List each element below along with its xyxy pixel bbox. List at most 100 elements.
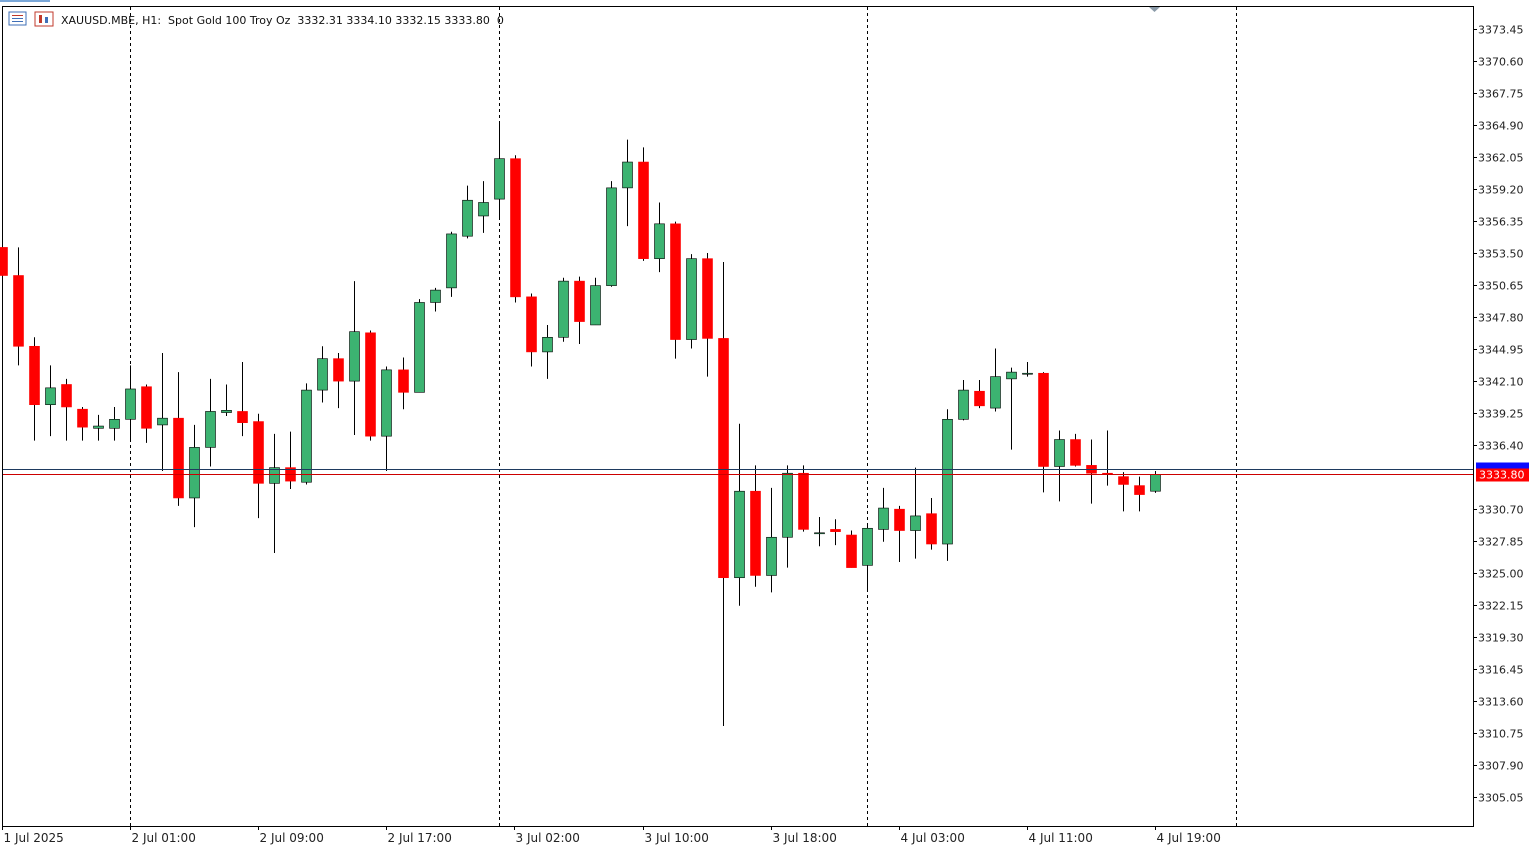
time-tick-label: 2 Jul 09:00	[260, 831, 324, 845]
price-tick-label: 3353.50	[1478, 248, 1524, 261]
candle-34	[542, 324, 553, 379]
candle-body-bull	[1054, 439, 1065, 467]
plot-frame	[2, 6, 1474, 827]
candle-body-bear	[846, 534, 857, 568]
bid-price-tag	[1476, 468, 1529, 482]
chart-shift-marker[interactable]	[1149, 7, 1160, 12]
candle-21	[333, 353, 344, 409]
price-tick-label: 3370.60	[1478, 56, 1524, 69]
price-tick-label: 3342.10	[1478, 376, 1524, 389]
candle-10	[157, 353, 168, 471]
candle-body-bear	[0, 247, 8, 276]
candle-body-bear	[702, 258, 713, 339]
candle-61	[974, 379, 985, 409]
price-tick-label: 3330.70	[1478, 504, 1524, 517]
time-axis[interactable]: 1 Jul 2025 2 Jul 01:00 2 Jul 09:00 2 Jul 17…	[2, 826, 1221, 845]
candle-body-bear	[1038, 372, 1049, 467]
candle-body-bull	[478, 202, 489, 217]
candle-body-bear	[365, 332, 376, 437]
candle-27	[430, 287, 441, 312]
candle-16	[253, 413, 264, 519]
candle-49	[782, 465, 793, 568]
time-tick-label: 2 Jul 17:00	[388, 831, 452, 845]
time-tick-label: 3 Jul 18:00	[773, 831, 837, 845]
candle-body-bear	[77, 408, 88, 428]
price-tick-label: 3367.75	[1478, 88, 1524, 101]
candle-62	[990, 348, 1001, 412]
candle-56	[894, 505, 905, 562]
candle-body-bear	[1134, 485, 1145, 495]
candle-28	[446, 231, 457, 297]
candle-36	[574, 276, 585, 345]
candle-51	[814, 517, 825, 547]
candle-body-bull	[734, 490, 745, 579]
candle-17	[269, 433, 280, 553]
candle-body-bear	[61, 384, 72, 408]
candle-body-bull	[878, 507, 889, 530]
time-tick-label: 4 Jul 03:00	[901, 831, 965, 845]
candle-41	[654, 202, 665, 273]
candle-19	[301, 383, 312, 485]
candle-body-bull	[414, 302, 425, 393]
candle-2	[29, 337, 40, 441]
candle-body-bear	[718, 338, 729, 579]
price-tick-label: 3336.40	[1478, 440, 1524, 453]
candle-13	[205, 378, 216, 467]
candle-body-bull	[958, 389, 969, 420]
candle-42	[670, 221, 681, 359]
candle-45	[718, 262, 729, 727]
price-tick-label: 3344.95	[1478, 344, 1524, 357]
candle-body-bear	[830, 529, 841, 532]
candle-67	[1070, 433, 1081, 467]
candle-8	[125, 365, 136, 441]
candle-23	[365, 330, 376, 441]
price-tick-label: 3350.65	[1478, 280, 1524, 293]
window-tab-strip	[0, 0, 50, 2]
candle-50	[798, 465, 809, 532]
time-tick-label: 2 Jul 01:00	[132, 831, 196, 845]
price-tick-label: 3307.90	[1478, 760, 1524, 773]
candle-60	[958, 379, 969, 421]
candle-32	[510, 155, 521, 303]
candle-53	[846, 530, 857, 568]
candle-body-bull	[542, 336, 553, 353]
candle-body-bull	[157, 417, 168, 426]
candle-body-bull	[814, 532, 825, 535]
candle-52	[830, 519, 841, 546]
symbol-list-icon[interactable]	[8, 11, 27, 26]
chart-type-icon[interactable]	[34, 11, 54, 27]
candle-body-bear	[670, 223, 681, 340]
candle-5	[77, 406, 88, 441]
candle-29	[462, 185, 473, 239]
candle-body-bear	[237, 411, 248, 423]
chart-header: XAUUSD.MBE, H1: Spot Gold 100 Troy Oz 33…	[8, 11, 504, 27]
candle-30	[478, 181, 489, 233]
price-tick-label: 3364.90	[1478, 120, 1524, 133]
candle-71	[1134, 476, 1145, 512]
candle-15	[237, 362, 248, 437]
candle-body-bear	[510, 158, 521, 298]
price-tick-label: 3362.05	[1478, 152, 1524, 165]
candle-body-bull	[205, 411, 216, 448]
candle-body-bear	[1118, 476, 1129, 485]
candle-9	[141, 384, 152, 443]
candle-body-bull	[430, 289, 441, 303]
candle-body-bear	[926, 513, 937, 545]
candle-body-bull	[381, 369, 392, 437]
price-tick-label: 3359.20	[1478, 184, 1524, 197]
price-axis[interactable]: 3373.45 3370.60 3367.75 3364.90 3362.05 3359.…	[1473, 24, 1529, 805]
candle-body-bear	[750, 490, 761, 576]
candle-54	[862, 524, 873, 591]
price-tick-label: 3325.00	[1478, 568, 1524, 581]
price-tick-label: 3356.35	[1478, 216, 1524, 229]
candle-46	[734, 423, 745, 606]
candle-body-bull	[1150, 474, 1161, 492]
candle-44	[702, 253, 713, 377]
candle-26	[414, 299, 425, 393]
price-tick-label: 3310.75	[1478, 728, 1524, 741]
candle-39	[622, 139, 633, 227]
price-tick-label: 3347.80	[1478, 312, 1524, 325]
candle-body-bear	[638, 161, 649, 259]
